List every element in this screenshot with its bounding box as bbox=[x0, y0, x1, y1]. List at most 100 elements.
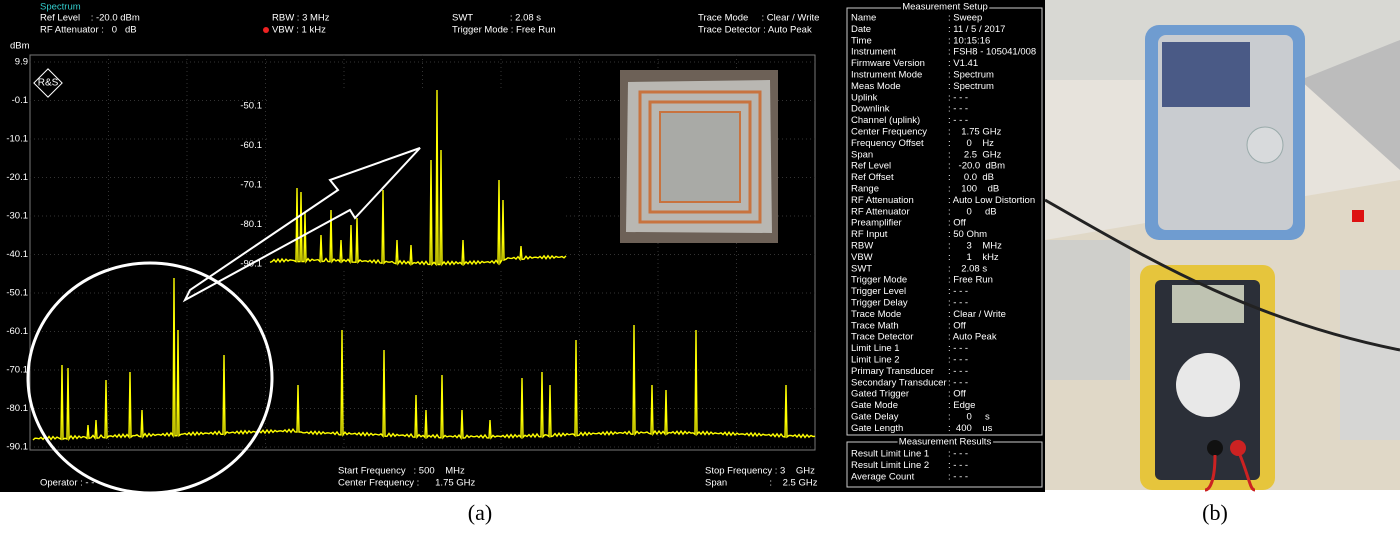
rf-attenuator: RF Attenuator : 0 dB bbox=[40, 25, 137, 36]
setup-value: : 0.0 dB bbox=[948, 172, 994, 183]
y-label: 9.9 bbox=[15, 57, 28, 68]
setup-value: : Spectrum bbox=[948, 70, 994, 81]
setup-name: Trigger Delay bbox=[851, 298, 908, 309]
start-frequency: Start Frequency : 500 MHz bbox=[338, 466, 465, 477]
operator: Operator : - - - bbox=[40, 478, 100, 489]
setup-name: Gate Delay bbox=[851, 412, 899, 423]
y-label: -30.1 bbox=[6, 211, 28, 222]
setup-rows: Name: Sweep Date: 11 / 5 / 2017 Time: 10:1… bbox=[851, 13, 1036, 483]
y-label: -40.1 bbox=[6, 249, 28, 260]
setup-value: : 100 dB bbox=[948, 184, 999, 195]
setup-name: Center Frequency bbox=[851, 127, 927, 138]
setup-name: Date bbox=[851, 24, 871, 35]
setup-title: Measurement Setup bbox=[902, 2, 988, 13]
setup-name: Ref Offset bbox=[851, 172, 894, 183]
inset-y-label: -90.1 bbox=[240, 259, 262, 270]
ref-level: Ref Level : -20.0 dBm bbox=[40, 13, 140, 24]
setup-name: Trigger Mode bbox=[851, 275, 907, 286]
setup-value: : - - - bbox=[948, 286, 968, 297]
photo bbox=[1044, 0, 1400, 492]
setup-name: Limit Line 1 bbox=[851, 343, 900, 354]
setup-value: : - - - bbox=[948, 355, 968, 366]
setup-value: : Auto Peak bbox=[948, 332, 997, 343]
setup-value: : 11 / 5 / 2017 bbox=[948, 24, 1005, 35]
setup-name: Gate Length bbox=[851, 423, 903, 434]
setup-name: Meas Mode bbox=[851, 81, 901, 92]
setup-value: : Off bbox=[948, 218, 966, 229]
result-value: : - - - bbox=[948, 471, 968, 482]
setup-value: : 1.75 GHz bbox=[948, 127, 1002, 138]
setup-value: : 2.08 s bbox=[948, 263, 987, 274]
setup-name: RF Attenuation bbox=[851, 195, 914, 206]
setup-frame bbox=[846, 7, 1043, 436]
setup-name: RF Input bbox=[851, 229, 888, 240]
span: Span : 2.5 GHz bbox=[705, 478, 818, 489]
result-value: : - - - bbox=[948, 449, 968, 460]
setup-name: RF Attenuator bbox=[851, 206, 910, 217]
setup-name: Instrument bbox=[851, 47, 896, 58]
setup-name: Frequency Offset bbox=[851, 138, 924, 149]
y-label: -0.1 bbox=[12, 95, 28, 106]
trigger-mode: Trigger Mode : Free Run bbox=[452, 25, 556, 36]
setup-value: : V1.41 bbox=[948, 58, 978, 69]
svg-text:R&S: R&S bbox=[38, 78, 59, 89]
setup-value: : FSH8 - 105041/008 bbox=[948, 47, 1036, 58]
setup-value: : Off bbox=[948, 320, 966, 331]
setup-name: Gate Mode bbox=[851, 400, 898, 411]
setup-value: : - - - bbox=[948, 343, 968, 354]
setup-value: : 2.5 GHz bbox=[948, 149, 1002, 160]
caption-b: (b) bbox=[1202, 500, 1228, 525]
setup-value: : Edge bbox=[948, 400, 975, 411]
setup-name: SWT bbox=[851, 263, 872, 274]
setup-name: Trace Math bbox=[851, 320, 899, 331]
setup-name: Limit Line 2 bbox=[851, 355, 900, 366]
setup-name: Gated Trigger bbox=[851, 389, 909, 400]
setup-value: : Auto Low Distortion bbox=[948, 195, 1035, 206]
setup-name: Secondary Transducer bbox=[851, 377, 947, 388]
setup-value: : - - - bbox=[948, 377, 968, 388]
setup-value: : - - - bbox=[948, 104, 968, 115]
setup-value: : 1 kHz bbox=[948, 252, 999, 263]
y-label: -90.1 bbox=[6, 442, 28, 453]
setup-value: : 0 dB bbox=[948, 206, 997, 217]
setup-name: Firmware Version bbox=[851, 58, 925, 69]
trace bbox=[32, 277, 816, 442]
setup-value: : 0 s bbox=[948, 412, 990, 423]
footer: Start Frequency : 500 MHz Center Frequen… bbox=[40, 466, 818, 489]
setup-value: : Spectrum bbox=[948, 81, 994, 92]
inset-y-label: -80.1 bbox=[240, 219, 262, 230]
setup-value: : 0 Hz bbox=[948, 138, 994, 149]
setup-value: : - - - bbox=[948, 115, 968, 126]
setup-name: VBW bbox=[851, 252, 873, 263]
result-name: Average Count bbox=[851, 471, 915, 482]
y-label: -20.1 bbox=[6, 172, 28, 183]
setup-name: Trace Mode bbox=[851, 309, 901, 320]
setup-value: : Clear / Write bbox=[948, 309, 1006, 320]
setup-value: : 3 MHz bbox=[948, 241, 1002, 252]
setup-name: Span bbox=[851, 149, 873, 160]
setup-name: RBW bbox=[851, 241, 873, 252]
result-name: Result Limit Line 1 bbox=[851, 449, 929, 460]
inset-y-label: -60.1 bbox=[240, 140, 262, 151]
setup-value: : - - - bbox=[948, 298, 968, 309]
vbw: VBW : 1 kHz bbox=[272, 25, 326, 36]
y-label: -50.1 bbox=[6, 288, 28, 299]
setup-value: : 400 us bbox=[948, 423, 993, 434]
inset-y-label: -70.1 bbox=[240, 180, 262, 191]
screen-title: Spectrum bbox=[40, 2, 81, 13]
setup-name: Ref Level bbox=[851, 161, 891, 172]
swt: SWT : 2.08 s bbox=[452, 13, 541, 24]
setup-value: : 10:15:16 bbox=[948, 35, 990, 46]
caption-a: (a) bbox=[468, 500, 492, 525]
inset-y-label: -50.1 bbox=[240, 101, 262, 112]
setup-value: : Sweep bbox=[948, 13, 982, 24]
setup-name: Primary Transducer bbox=[851, 366, 934, 377]
stop-frequency: Stop Frequency : 3 GHz bbox=[705, 466, 815, 477]
vbw-dot bbox=[263, 27, 269, 33]
setup-value: : Off bbox=[948, 389, 966, 400]
results-title: Measurement Results bbox=[899, 437, 992, 448]
y-label: -60.1 bbox=[6, 326, 28, 337]
setup-name: Time bbox=[851, 35, 872, 46]
setup-value: : - - - bbox=[948, 366, 968, 377]
setup-value: : 50 Ohm bbox=[948, 229, 987, 240]
